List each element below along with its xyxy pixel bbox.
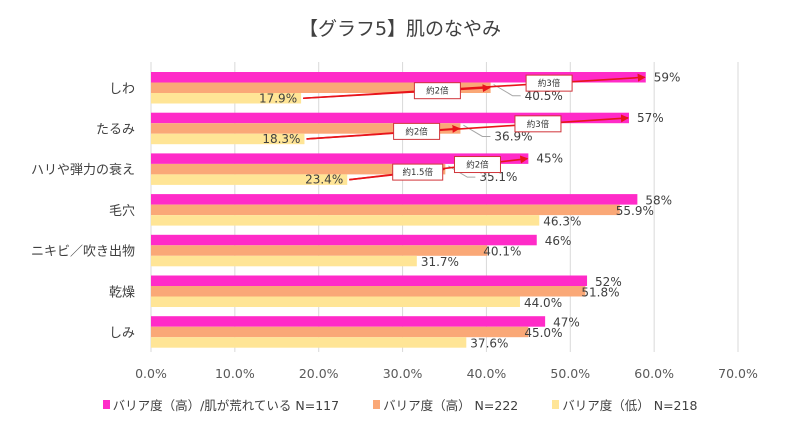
value-label: 40.5% (525, 89, 563, 103)
callout-label: 約1.5倍 (402, 167, 433, 178)
bar (151, 174, 348, 185)
bar (151, 337, 467, 348)
value-label: 46.3% (543, 214, 581, 228)
category-label: たるみ (96, 122, 135, 137)
category-label: しみ (109, 326, 135, 341)
bar (151, 153, 529, 164)
category-label: 毛穴 (109, 204, 135, 219)
value-label: 40.1% (483, 245, 521, 259)
callout-box (392, 163, 444, 181)
bar (151, 82, 491, 93)
callout-box (514, 115, 562, 133)
value-label: 35.1% (479, 170, 517, 184)
callout-box (393, 122, 441, 140)
legend-item: バリア度（低） N=218 (552, 395, 697, 414)
value-label: 36.9% (494, 129, 532, 143)
bar (151, 163, 446, 175)
callout-label: 約3倍 (527, 119, 550, 130)
bar (151, 123, 461, 134)
bar (151, 234, 537, 246)
legend-label: バリア度（高）/肌が荒れている N=117 (112, 398, 340, 413)
category-label: ハリや弾力の衰え (31, 162, 135, 178)
value-label: 37.6% (470, 336, 508, 350)
value-label: 55.9% (616, 204, 654, 218)
legend: バリア度（高）/肌が荒れている N=117 バリア度（高） N=222 バリア度（低… (0, 395, 800, 414)
bar (151, 93, 302, 104)
value-label: 45.0% (524, 326, 562, 340)
bar (151, 275, 588, 286)
category-label: 乾燥 (109, 285, 135, 300)
bar (151, 133, 305, 145)
legend-swatch (373, 400, 381, 409)
bar (151, 194, 638, 205)
x-tick-label: 10.0% (215, 366, 255, 381)
callout-label: 約2倍 (466, 160, 489, 171)
legend-item: バリア度（高）/肌が荒れている N=117 (102, 395, 340, 414)
legend-item: バリア度（高） N=222 (373, 395, 518, 414)
callout-box (413, 82, 461, 100)
callout-label: 約2倍 (426, 86, 449, 97)
x-tick-label: 60.0% (634, 366, 674, 381)
value-label: 51.8% (581, 285, 619, 299)
value-label: 47% (553, 315, 580, 329)
value-label: 59% (654, 70, 681, 84)
x-tick-label: 30.0% (383, 366, 423, 381)
x-tick-label: 50.0% (550, 366, 590, 381)
bar (151, 112, 629, 124)
bar (151, 245, 488, 256)
category-label: ニキビ／吹き出物 (31, 245, 135, 260)
value-label: 44.0% (524, 296, 562, 310)
callout-box (453, 156, 501, 174)
legend-label: バリア度（低） N=218 (562, 398, 698, 413)
bar (151, 296, 520, 307)
category-label: しわ (109, 82, 135, 97)
value-label: 52% (595, 275, 622, 289)
bar (151, 204, 620, 216)
value-label: 46% (545, 234, 572, 248)
x-tick-label: 20.0% (299, 366, 339, 381)
legend-swatch (102, 400, 110, 409)
value-label: 17.9% (259, 91, 297, 105)
callout-label: 約2倍 (405, 126, 428, 137)
value-label: 31.7% (421, 255, 459, 269)
value-label: 23.4% (305, 173, 343, 187)
value-label: 45% (536, 152, 563, 166)
legend-label: バリア度（高） N=222 (383, 398, 519, 413)
bar (151, 326, 529, 338)
value-label: 58% (645, 193, 672, 207)
leader-line (493, 84, 521, 97)
bar (151, 215, 540, 226)
chart-title: 【グラフ5】肌のなやみ (298, 18, 502, 40)
x-tick-label: 70.0% (718, 366, 758, 381)
bar (151, 72, 646, 83)
value-label: 18.3% (262, 132, 300, 146)
callout-label: 約3倍 (538, 78, 561, 89)
callout-box (525, 74, 573, 92)
value-label: 57% (637, 111, 664, 125)
bar (151, 286, 586, 297)
x-tick-label: 40.0% (467, 366, 507, 381)
bar (151, 316, 546, 327)
bar (151, 255, 417, 267)
legend-swatch (552, 400, 560, 409)
x-tick-label: 0.0% (135, 366, 167, 381)
